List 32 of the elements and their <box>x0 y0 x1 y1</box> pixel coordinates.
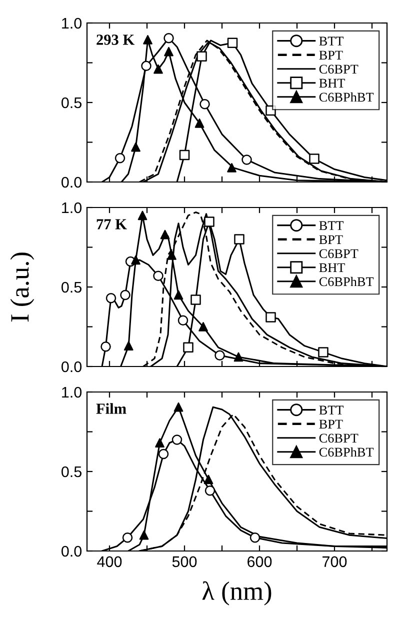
legend-label: BTT <box>319 221 344 230</box>
y-tick-label: 0.0 <box>62 176 82 188</box>
legend-label: BHT <box>319 78 345 88</box>
y-tick-label: 1.0 <box>62 18 82 29</box>
y-tick-label: 0.5 <box>62 97 82 108</box>
legend-label: C6BPhBT <box>319 276 374 286</box>
x-axis-title: λ (nm) <box>202 581 272 606</box>
legend-label: BTT <box>319 36 344 46</box>
y-tick-label: 1.0 <box>62 202 82 214</box>
legend-label: BPT <box>319 50 343 60</box>
legend-label: C6BPhBT <box>319 92 374 102</box>
legend-label: C6BPT <box>319 64 358 74</box>
x-tick-label: 700 <box>322 556 347 568</box>
x-tick-label: 600 <box>248 556 272 568</box>
legend-label: BHT <box>319 263 345 272</box>
text: Film <box>96 403 126 414</box>
y-tick-label: 0.0 <box>62 546 82 557</box>
y-tick-label: 1.0 <box>62 386 82 398</box>
x-tick-label: 500 <box>172 556 197 568</box>
y-tick-label: 0.5 <box>62 466 82 478</box>
text: 77 K <box>96 219 127 230</box>
x-tick-label: 400 <box>97 556 122 568</box>
legend-label: C6BPhBT <box>319 447 374 457</box>
legend-label: BPT <box>319 235 343 244</box>
legend-label: BTT <box>319 406 344 414</box>
legend-label: BPT <box>319 420 343 428</box>
y-tick-label: 0.5 <box>62 282 82 293</box>
legend-label: C6BPT <box>319 434 358 443</box>
y-axis-title: I (a.u.) <box>10 252 34 322</box>
legend-label: C6BPT <box>319 249 358 258</box>
y-tick-label: 0.0 <box>62 361 82 372</box>
text: 293 K <box>96 34 134 45</box>
